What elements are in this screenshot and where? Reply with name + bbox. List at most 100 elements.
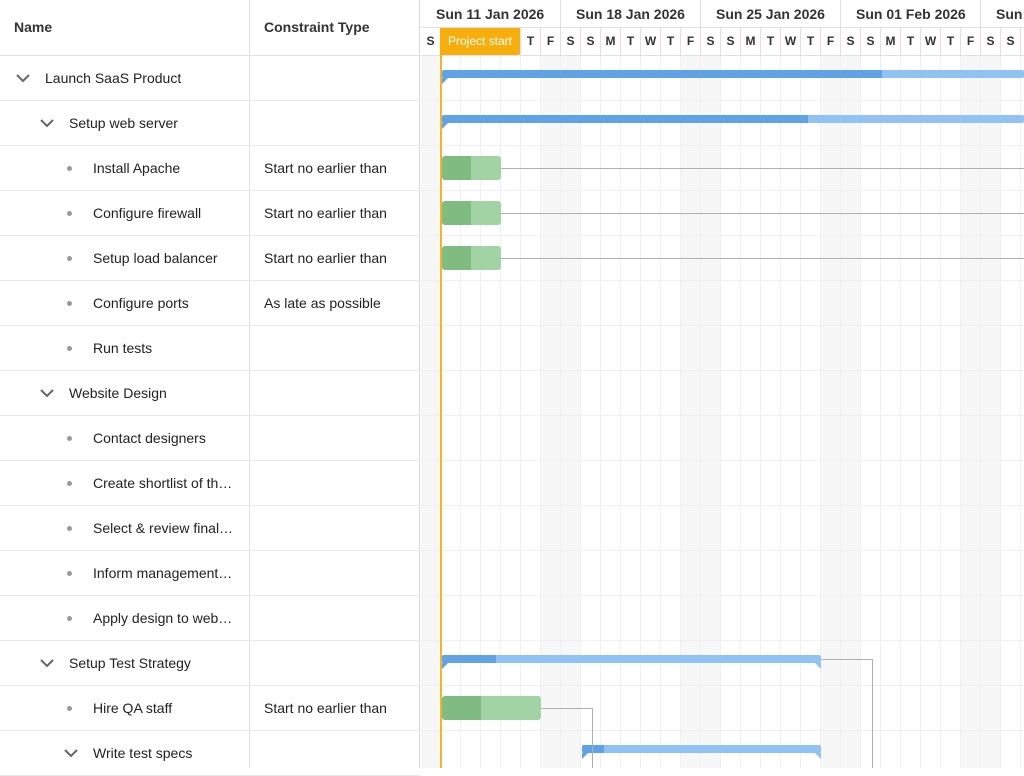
bullet-icon (67, 706, 72, 711)
week-header: Sun (981, 0, 1024, 28)
day-header: F (541, 28, 561, 55)
day-column (621, 56, 641, 768)
task-name[interactable]: Website Design (69, 385, 167, 401)
day-column (941, 56, 961, 768)
dependency-line[interactable] (592, 708, 593, 768)
task-name[interactable]: Contact designers (93, 430, 206, 446)
row-divider (421, 640, 1024, 641)
task-name[interactable]: Setup load balancer (93, 250, 218, 266)
constraint-type-cell[interactable]: Start no earlier than (264, 205, 387, 221)
table-row[interactable]: Website Design (0, 371, 420, 416)
column-divider[interactable] (249, 0, 250, 768)
table-row[interactable]: Apply design to web… (0, 596, 420, 641)
bullet-icon (67, 166, 72, 171)
summary-bar-cap (442, 123, 448, 129)
table-row[interactable]: Run tests (0, 326, 420, 371)
task-name[interactable]: Configure ports (93, 295, 189, 311)
task-name[interactable]: Select & review final… (93, 520, 234, 536)
table-row[interactable]: Hire QA staff Start no earlier than (0, 686, 420, 731)
table-row[interactable]: Setup Test Strategy (0, 641, 420, 686)
task-name[interactable]: Setup Test Strategy (69, 655, 191, 671)
day-header: M (601, 28, 621, 55)
constraint-type-cell[interactable]: Start no earlier than (264, 700, 387, 716)
chevron-down-icon[interactable] (63, 731, 79, 775)
dependency-line[interactable] (501, 168, 1024, 169)
day-column (541, 56, 561, 768)
task-progress (442, 156, 471, 180)
name-column-header[interactable]: Name (14, 19, 53, 35)
table-row[interactable]: Configure ports As late as possible (0, 281, 420, 326)
day-column (761, 56, 781, 768)
day-header: W (921, 28, 941, 55)
row-divider (421, 190, 1024, 191)
task-name[interactable]: Run tests (93, 340, 153, 356)
task-name[interactable]: Install Apache (93, 160, 181, 176)
task-bar[interactable] (442, 201, 501, 225)
dependency-line[interactable] (501, 258, 1024, 259)
task-progress (442, 246, 471, 270)
chevron-down-icon[interactable] (39, 641, 55, 685)
chevron-down-icon[interactable] (39, 101, 55, 145)
day-column (841, 56, 861, 768)
task-name[interactable]: Launch SaaS Product (45, 70, 182, 86)
table-row[interactable]: Write test specs (0, 731, 420, 776)
task-name[interactable]: Create shortlist of th… (93, 475, 233, 491)
summary-progress (582, 745, 604, 753)
task-bar[interactable] (442, 696, 541, 720)
summary-task-bar[interactable] (442, 70, 1024, 84)
day-header: T (661, 28, 681, 55)
row-divider (421, 550, 1024, 551)
summary-bar-cap (815, 753, 821, 759)
bullet-icon (67, 526, 72, 531)
week-header: Sun 01 Feb 2026 (841, 0, 981, 28)
constraint-type-column-header[interactable]: Constraint Type (264, 19, 370, 35)
summary-task-bar[interactable] (582, 745, 821, 759)
summary-progress (442, 655, 496, 663)
day-column (661, 56, 681, 768)
table-row[interactable]: Inform management… (0, 551, 420, 596)
task-name[interactable]: Setup web server (69, 115, 178, 131)
table-row[interactable]: Create shortlist of th… (0, 461, 420, 506)
dependency-line[interactable] (872, 659, 873, 768)
week-header: Sun 11 Jan 2026 (421, 0, 561, 28)
day-column (921, 56, 941, 768)
constraint-type-cell[interactable]: Start no earlier than (264, 250, 387, 266)
bullet-icon (67, 436, 72, 441)
dependency-line[interactable] (541, 708, 593, 709)
chevron-down-icon[interactable] (15, 56, 31, 100)
table-row[interactable]: Launch SaaS Product (0, 56, 420, 101)
day-header: T (801, 28, 821, 55)
task-bar[interactable] (442, 246, 501, 270)
constraint-type-cell[interactable]: Start no earlier than (264, 160, 387, 176)
table-row[interactable]: Configure firewall Start no earlier than (0, 191, 420, 236)
bullet-icon (67, 256, 72, 261)
constraint-type-cell[interactable]: As late as possible (264, 295, 381, 311)
task-name[interactable]: Inform management… (93, 565, 233, 581)
task-bar[interactable] (442, 156, 501, 180)
day-header: T (941, 28, 961, 55)
summary-task-bar[interactable] (442, 115, 1024, 129)
table-row[interactable]: Setup web server (0, 101, 420, 146)
day-header: S (981, 28, 1001, 55)
project-start-label[interactable]: Project start (440, 28, 520, 55)
bullet-icon (67, 571, 72, 576)
chevron-down-icon[interactable] (39, 371, 55, 415)
table-row[interactable]: Contact designers (0, 416, 420, 461)
time-axis-divider (421, 27, 1024, 28)
week-header: Sun 18 Jan 2026 (561, 0, 701, 28)
task-name[interactable]: Apply design to web… (93, 610, 233, 626)
day-column (641, 56, 661, 768)
dependency-line[interactable] (501, 213, 1024, 214)
task-name[interactable]: Hire QA staff (93, 700, 173, 716)
day-header: S (581, 28, 601, 55)
row-divider (421, 730, 1024, 731)
table-row[interactable]: Install Apache Start no earlier than (0, 146, 420, 191)
table-row[interactable]: Select & review final… (0, 506, 420, 551)
day-header: S (861, 28, 881, 55)
task-name[interactable]: Configure firewall (93, 205, 202, 221)
dependency-line[interactable] (821, 659, 873, 660)
task-name[interactable]: Write test specs (93, 745, 193, 761)
table-row[interactable]: Setup load balancer Start no earlier than (0, 236, 420, 281)
day-column (861, 56, 881, 768)
summary-task-bar[interactable] (442, 655, 821, 669)
